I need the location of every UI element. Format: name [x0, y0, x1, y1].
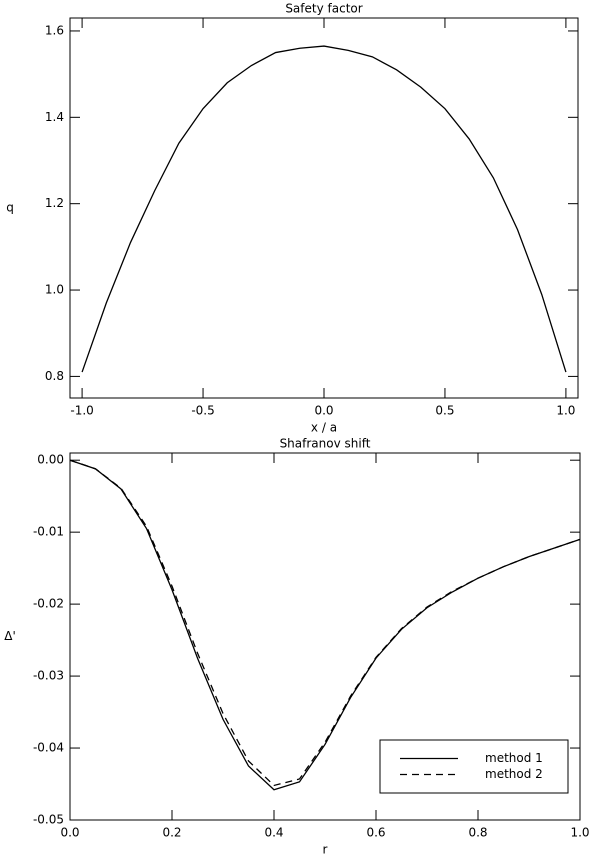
y-tick-label: 0.00: [37, 453, 64, 467]
y-tick-label: -0.01: [33, 525, 64, 539]
data-line: [69, 459, 581, 787]
y-tick-label: -0.05: [33, 813, 64, 827]
chart-title: Safety factor: [285, 2, 362, 16]
x-tick-label: 1.0: [556, 404, 575, 418]
x-tick-label: 0.2: [162, 826, 181, 840]
legend-label: method 1: [485, 751, 543, 765]
data-line: [81, 45, 567, 373]
data-line: [69, 459, 581, 791]
x-axis-label: x / a: [311, 421, 337, 435]
y-tick-label: 1.6: [45, 23, 64, 37]
y-tick-label: 0.8: [45, 369, 64, 383]
x-tick-label: -0.5: [191, 404, 214, 418]
legend-label: method 2: [485, 767, 543, 781]
y-tick-label: -0.02: [33, 597, 64, 611]
plot-frame: [69, 452, 581, 821]
legend: method 1 method 2: [379, 739, 569, 794]
x-axis-label: r: [323, 843, 328, 857]
y-tick-label: -0.03: [33, 669, 64, 683]
x-tick-label: 0.5: [435, 404, 454, 418]
y-tick-label: 1.4: [45, 110, 64, 124]
y-tick-label: 1.2: [45, 196, 64, 210]
x-tick-label: -1.0: [70, 404, 93, 418]
y-tick-label: -0.04: [33, 741, 64, 755]
x-tick-label: 0.0: [60, 826, 79, 840]
x-tick-label: 0.8: [468, 826, 487, 840]
x-tick-label: 0.6: [366, 826, 385, 840]
x-tick-label: 1.0: [570, 826, 589, 840]
x-tick-label: 0.4: [264, 826, 283, 840]
legend-box: [379, 739, 569, 794]
y-axis-label: q: [6, 201, 14, 215]
y-axis-label: Δ': [4, 629, 16, 643]
y-tick-label: 1.0: [45, 283, 64, 297]
chart-title: Shafranov shift: [280, 437, 371, 451]
x-tick-label: 0.0: [314, 404, 333, 418]
